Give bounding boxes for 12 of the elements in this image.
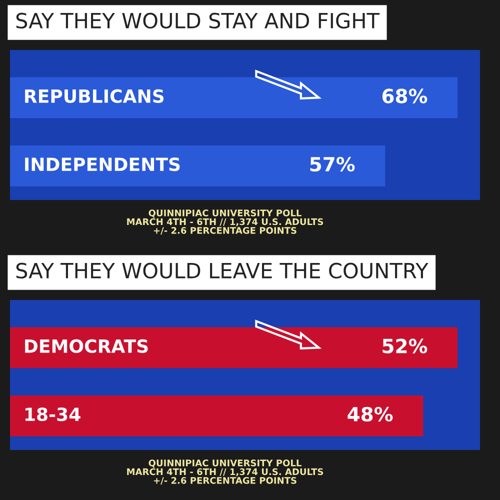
data-label: 57%	[310, 156, 355, 172]
chart-title: SAY THEY WOULD STAY AND FIGHT	[16, 12, 380, 29]
text: QUINNIPIAC UNIVERSITY POLL MARCH 4TH - 6TH // 1,374 U.S. ADULTS +/- 2.6 PERCENTAGE POINTS	[127, 210, 324, 235]
y-tick-label: DEMOCRATS	[25, 339, 148, 353]
data-label: 68%	[382, 88, 428, 104]
data-label: 48%	[348, 406, 393, 422]
y-tick-label: INDEPENDENTS	[25, 157, 180, 172]
y-tick-label: REPUBLICANS	[25, 89, 164, 103]
text: QUINNIPIAC UNIVERSITY POLL MARCH 4TH - 6TH // 1,374 U.S. ADULTS +/- 2.6 PERCENTAGE POINTS	[127, 460, 324, 485]
data-label: 52%	[382, 338, 428, 354]
y-tick-label: 18-34	[25, 407, 80, 422]
chart-title: SAY THEY WOULD LEAVE THE COUNTRY	[16, 262, 428, 279]
